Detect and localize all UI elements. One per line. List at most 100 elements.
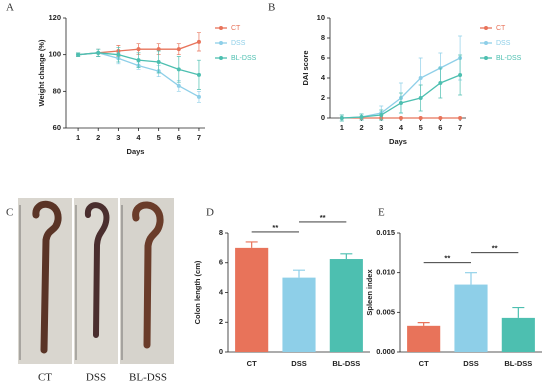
- photo-caption: DSS: [86, 372, 106, 384]
- legend-label: DSS: [496, 40, 511, 47]
- data-point: [418, 76, 423, 80]
- photo-caption: CT: [38, 372, 52, 384]
- x-tick-label: 6: [177, 133, 181, 142]
- legend-label: BL-DSS: [231, 55, 257, 62]
- x-tick-label: 4: [136, 133, 141, 142]
- x-tick-label: 3: [379, 123, 383, 132]
- y-tick-label: 0.000: [376, 347, 395, 356]
- bar: [235, 247, 269, 352]
- x-axis-label: Days: [127, 147, 145, 156]
- x-tick-label: 1: [76, 133, 80, 142]
- y-tick-label: 6: [321, 53, 325, 62]
- data-point: [96, 50, 101, 55]
- y-tick-label: 4: [321, 73, 326, 82]
- x-tick-label: 3: [116, 133, 120, 142]
- data-point: [156, 60, 161, 64]
- colon: [32, 200, 62, 354]
- bar: [329, 259, 363, 352]
- photo-caption: BL-DSS: [129, 372, 167, 384]
- colon: [85, 202, 110, 338]
- y-tick-label: 120: [48, 13, 61, 22]
- y-axis-label: Spleen index: [365, 269, 374, 316]
- significance-label: **: [492, 244, 498, 253]
- error-bar: [245, 241, 258, 248]
- bar: [282, 277, 316, 352]
- data-point: [176, 47, 181, 52]
- y-tick-label: 0.015: [376, 228, 395, 237]
- y-tick-label: 0.005: [376, 307, 395, 316]
- photo-panel: C CT DSS BL-DSS: [6, 198, 174, 384]
- x-tick-label: 2: [96, 133, 100, 142]
- data-point: [398, 101, 403, 105]
- x-tick-label: DSS: [463, 359, 478, 368]
- significance-label: **: [444, 254, 450, 263]
- y-axis-label: DAI score: [301, 50, 310, 85]
- x-tick-label: 6: [438, 123, 442, 132]
- y-tick-label: 2: [219, 317, 223, 326]
- x-tick-label: BL-DSS: [504, 359, 532, 368]
- ruler: [19, 205, 123, 360]
- y-axis-label: Colon length (cm): [193, 260, 202, 324]
- y-tick-label: 4: [219, 287, 224, 296]
- y-tick-label: 10: [317, 13, 325, 22]
- data-point: [196, 39, 201, 44]
- data-point: [458, 116, 463, 120]
- legend-label: CT: [231, 25, 241, 32]
- legend-marker: [219, 56, 223, 60]
- legend-marker: [484, 26, 488, 30]
- panel-label: D: [206, 207, 214, 219]
- panel-label: C: [6, 207, 13, 219]
- legend-label: CT: [496, 25, 506, 32]
- data-point: [418, 116, 423, 120]
- panel-label: B: [268, 2, 275, 14]
- data-point: [116, 52, 121, 57]
- panel-label: A: [6, 2, 14, 14]
- data-point: [359, 115, 364, 119]
- data-point: [398, 116, 403, 120]
- y-tick-label: 8: [219, 228, 223, 237]
- x-axis-label: Days: [389, 137, 407, 146]
- legend-marker: [219, 41, 223, 45]
- legend-marker: [219, 26, 223, 30]
- panel-label: E: [378, 207, 385, 219]
- data-point: [196, 94, 201, 99]
- data-point: [156, 47, 161, 52]
- data-point: [379, 113, 384, 117]
- y-tick-label: 0: [321, 113, 325, 122]
- error-bar: [417, 322, 430, 326]
- x-tick-label: 5: [157, 133, 161, 142]
- data-point: [418, 96, 423, 100]
- x-tick-label: DSS: [291, 359, 306, 368]
- x-tick-label: CT: [419, 359, 429, 368]
- x-tick-label: 4: [399, 123, 404, 132]
- y-tick-label: 0.010: [376, 268, 395, 277]
- y-tick-label: 8: [321, 33, 325, 42]
- y-tick-label: 100: [48, 50, 61, 59]
- significance-label: **: [320, 213, 326, 222]
- error-bar: [465, 272, 477, 285]
- y-tick-label: 2: [321, 93, 325, 102]
- data-point: [176, 83, 181, 88]
- legend-marker: [484, 41, 488, 45]
- data-point: [176, 67, 181, 72]
- y-tick-label: 0: [219, 347, 223, 356]
- x-tick-label: 7: [197, 133, 201, 142]
- data-point: [136, 58, 141, 63]
- data-point: [196, 72, 201, 77]
- error-bar: [293, 269, 305, 278]
- data-point: [458, 73, 463, 77]
- legend-marker: [484, 56, 488, 60]
- x-tick-label: CT: [247, 359, 257, 368]
- y-tick-label: 60: [53, 123, 61, 132]
- y-tick-label: 6: [219, 258, 223, 267]
- data-point: [76, 52, 81, 57]
- x-tick-label: BL-DSS: [332, 359, 360, 368]
- x-tick-label: 5: [419, 123, 423, 132]
- data-point: [339, 116, 344, 120]
- error-bar: [512, 306, 525, 318]
- x-tick-label: 2: [359, 123, 363, 132]
- y-tick-label: 80: [53, 86, 61, 95]
- data-point: [136, 47, 141, 52]
- colon: [132, 201, 164, 349]
